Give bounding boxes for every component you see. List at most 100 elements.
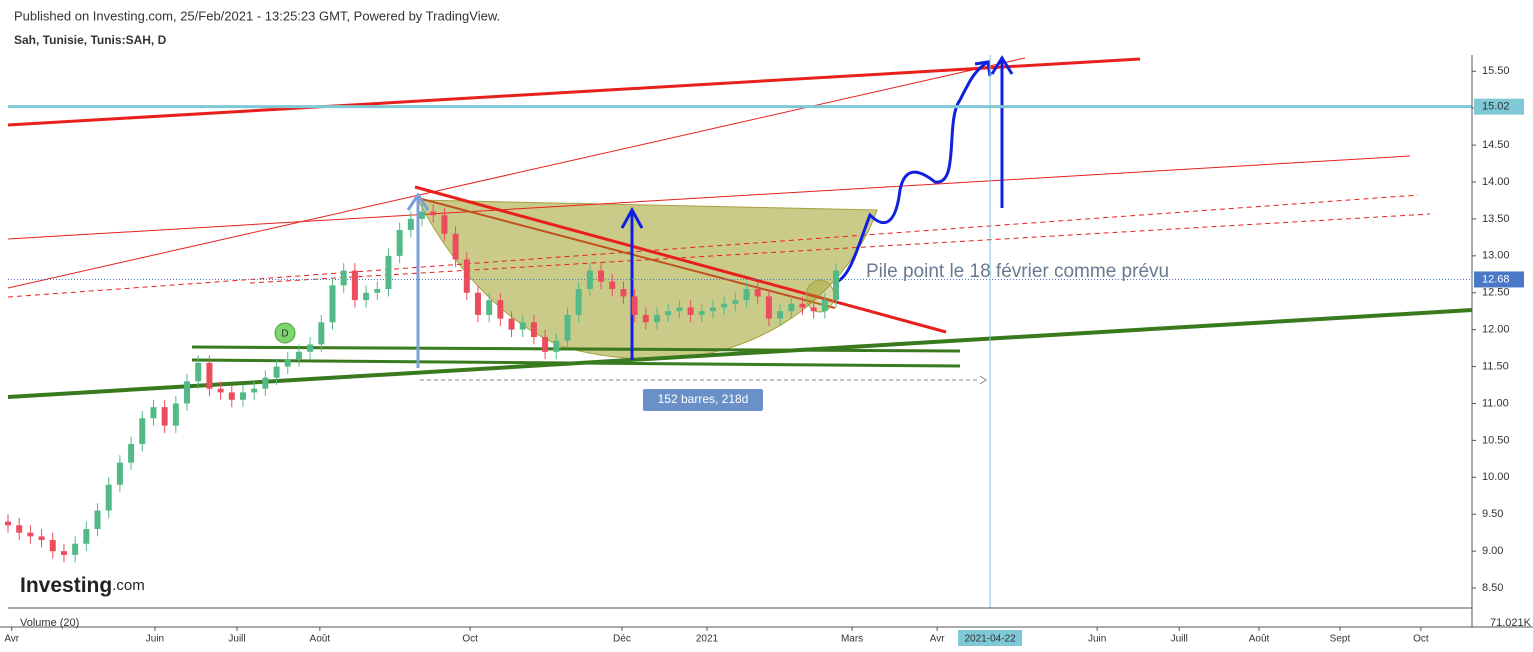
candle-body [642, 314, 649, 323]
plot [5, 55, 1472, 608]
dividend-marker [274, 322, 296, 344]
y-tick-label: 13.00 [1482, 250, 1510, 262]
candle-body [497, 300, 504, 319]
published: Published on Investing.com, 25/Feb/2021 … [14, 8, 500, 23]
candle-body [374, 289, 381, 293]
x-tick-label: Juin [146, 634, 164, 645]
candle-body [307, 344, 314, 352]
candle-body [788, 303, 795, 312]
trend-line [7, 155, 1411, 240]
arrow [406, 192, 430, 368]
candle-body [553, 340, 560, 352]
candle-body [105, 484, 112, 511]
trend-line [7, 194, 1419, 298]
candle-body [486, 300, 493, 315]
candle-body [709, 307, 716, 312]
candle-body [821, 300, 828, 312]
y-tick-label: 12.50 [1482, 287, 1510, 299]
candle-body [407, 218, 414, 230]
x-tick-label: Sept [1330, 634, 1351, 645]
candle-body [139, 418, 146, 445]
logo: Investing.com [20, 574, 145, 597]
y-tick-label: 8.50 [1482, 582, 1503, 594]
dividend-label: D [281, 329, 288, 340]
candle-body [810, 307, 817, 312]
candle-body [687, 307, 694, 315]
support-line [191, 358, 961, 368]
candle-body [441, 215, 448, 234]
candle-body [508, 318, 515, 330]
x-tick-label: Déc [613, 634, 631, 645]
y-tick-label: 10.50 [1482, 434, 1510, 446]
x-tick-label: Août [310, 634, 331, 645]
x-tick-label: 2021 [696, 634, 719, 645]
candle-body [262, 377, 269, 389]
candle-body [251, 388, 258, 393]
x-tick-label: Juill [1171, 634, 1188, 645]
y-tick-label: 10.00 [1482, 471, 1510, 483]
candle-body [195, 362, 202, 382]
candle-body [116, 462, 123, 485]
candle-body [732, 300, 739, 304]
candle-body [519, 322, 526, 330]
support-line [191, 345, 961, 353]
candle-body [743, 289, 750, 301]
range-arrow-head [979, 375, 987, 385]
candle-body [385, 255, 392, 290]
candle-body [419, 211, 426, 219]
y-tick-label: 14.50 [1482, 139, 1510, 151]
support-line [7, 308, 1473, 399]
candle-body [351, 270, 358, 301]
candle-body [83, 529, 90, 544]
level-label: 15.02 [1482, 101, 1510, 113]
candle-body [38, 536, 45, 541]
y-tick-label: 15.50 [1482, 65, 1510, 77]
candle-body [564, 314, 571, 341]
candle-body [542, 337, 549, 352]
symbol: Sah, Tunisie, Tunis:SAH, D [14, 33, 167, 47]
x-tick-label: Août [1249, 634, 1270, 645]
candle-body [273, 366, 280, 378]
x-tick-label: Avr [930, 634, 945, 645]
candle-body [16, 525, 23, 533]
logo-main: Investing [20, 574, 112, 597]
y-tick-label: 11.50 [1482, 360, 1509, 372]
resistance-line [414, 185, 947, 334]
candle-body [777, 311, 784, 319]
resistance-line [417, 197, 836, 309]
candle-body [665, 311, 672, 315]
candle-body [27, 532, 34, 537]
arrow [990, 55, 1014, 208]
candle-body [609, 281, 616, 290]
candle-body [363, 292, 370, 301]
candle-body [295, 351, 302, 360]
candle-body [698, 311, 705, 315]
candle-body [721, 303, 728, 308]
last-price-tag [1474, 271, 1524, 288]
candle-body [430, 211, 437, 216]
annotation: Pile point le 18 février comme prévu [866, 261, 1169, 282]
candle-body [474, 292, 481, 315]
candle-body [676, 307, 683, 312]
candle-body [754, 289, 761, 297]
candle-body [575, 289, 582, 315]
candle-body [318, 322, 325, 345]
candle-body [128, 444, 135, 463]
trend-line [7, 57, 1141, 127]
candle-body [329, 285, 336, 323]
candle-body [396, 229, 403, 256]
candle-body [631, 296, 638, 315]
projection-path [834, 60, 992, 284]
candle-body [172, 403, 179, 426]
trend-line [7, 57, 1026, 289]
candle-body [530, 322, 537, 338]
trend-line [249, 213, 1431, 284]
candle-body [598, 270, 605, 282]
candle-body [654, 314, 661, 323]
logo-suffix: .com [112, 577, 145, 594]
date-marker-label: 2021-04-22 [965, 634, 1017, 645]
range-label-box [643, 389, 763, 411]
candle-body [161, 407, 168, 426]
y-tick-label: 13.50 [1482, 213, 1510, 225]
